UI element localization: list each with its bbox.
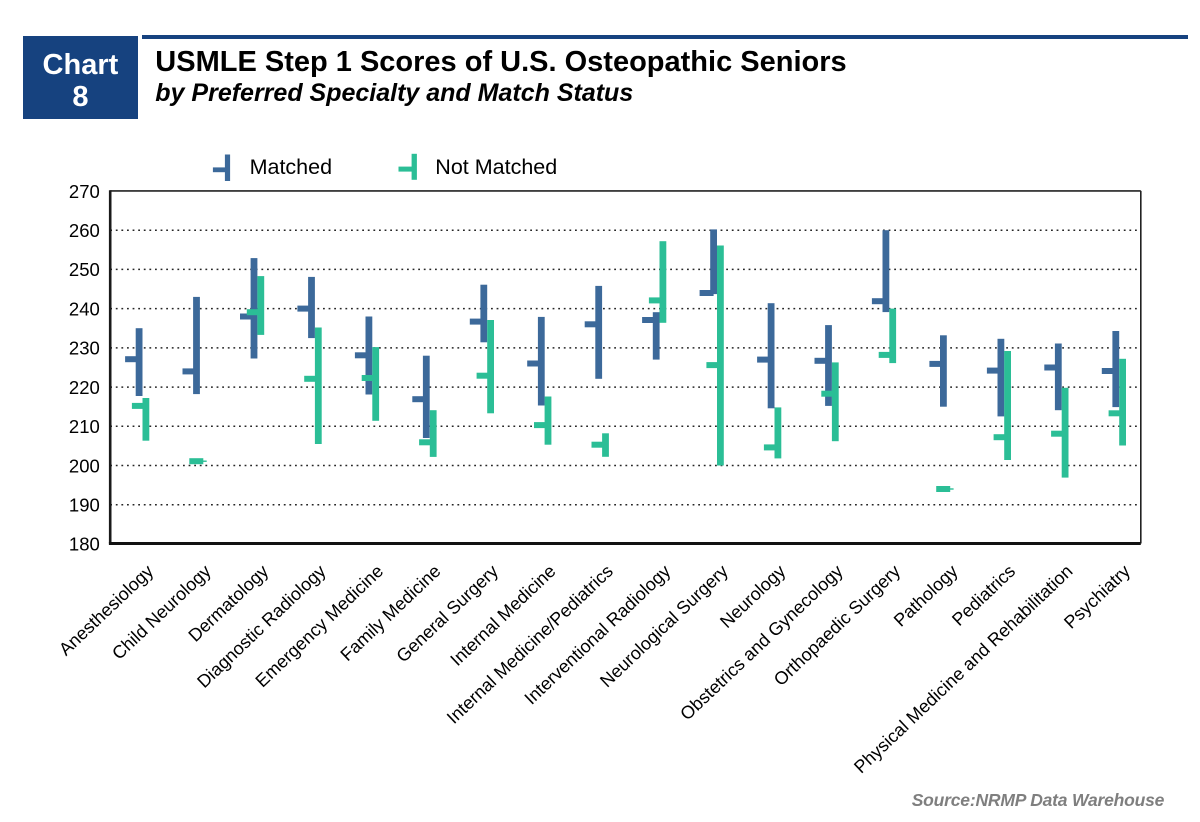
svg-text:Pathology: Pathology — [890, 561, 962, 631]
svg-text:230: 230 — [69, 338, 100, 359]
svg-text:210: 210 — [69, 416, 100, 437]
svg-text:Anesthesiology: Anesthesiology — [55, 561, 157, 660]
svg-text:Internal Medicine: Internal Medicine — [446, 561, 559, 670]
svg-text:190: 190 — [69, 495, 100, 516]
svg-text:Matched: Matched — [250, 155, 332, 179]
svg-text:220: 220 — [69, 377, 100, 398]
svg-text:270: 270 — [69, 181, 100, 202]
svg-text:260: 260 — [69, 220, 100, 241]
svg-text:Child Neurology: Child Neurology — [108, 561, 215, 664]
svg-text:240: 240 — [69, 298, 100, 319]
svg-text:200: 200 — [69, 455, 100, 476]
svg-text:Not Matched: Not Matched — [435, 155, 557, 179]
svg-text:180: 180 — [69, 534, 100, 555]
svg-text:250: 250 — [69, 259, 100, 280]
svg-text:Family Medicine: Family Medicine — [336, 561, 444, 665]
svg-text:General Surgery: General Surgery — [392, 561, 502, 666]
